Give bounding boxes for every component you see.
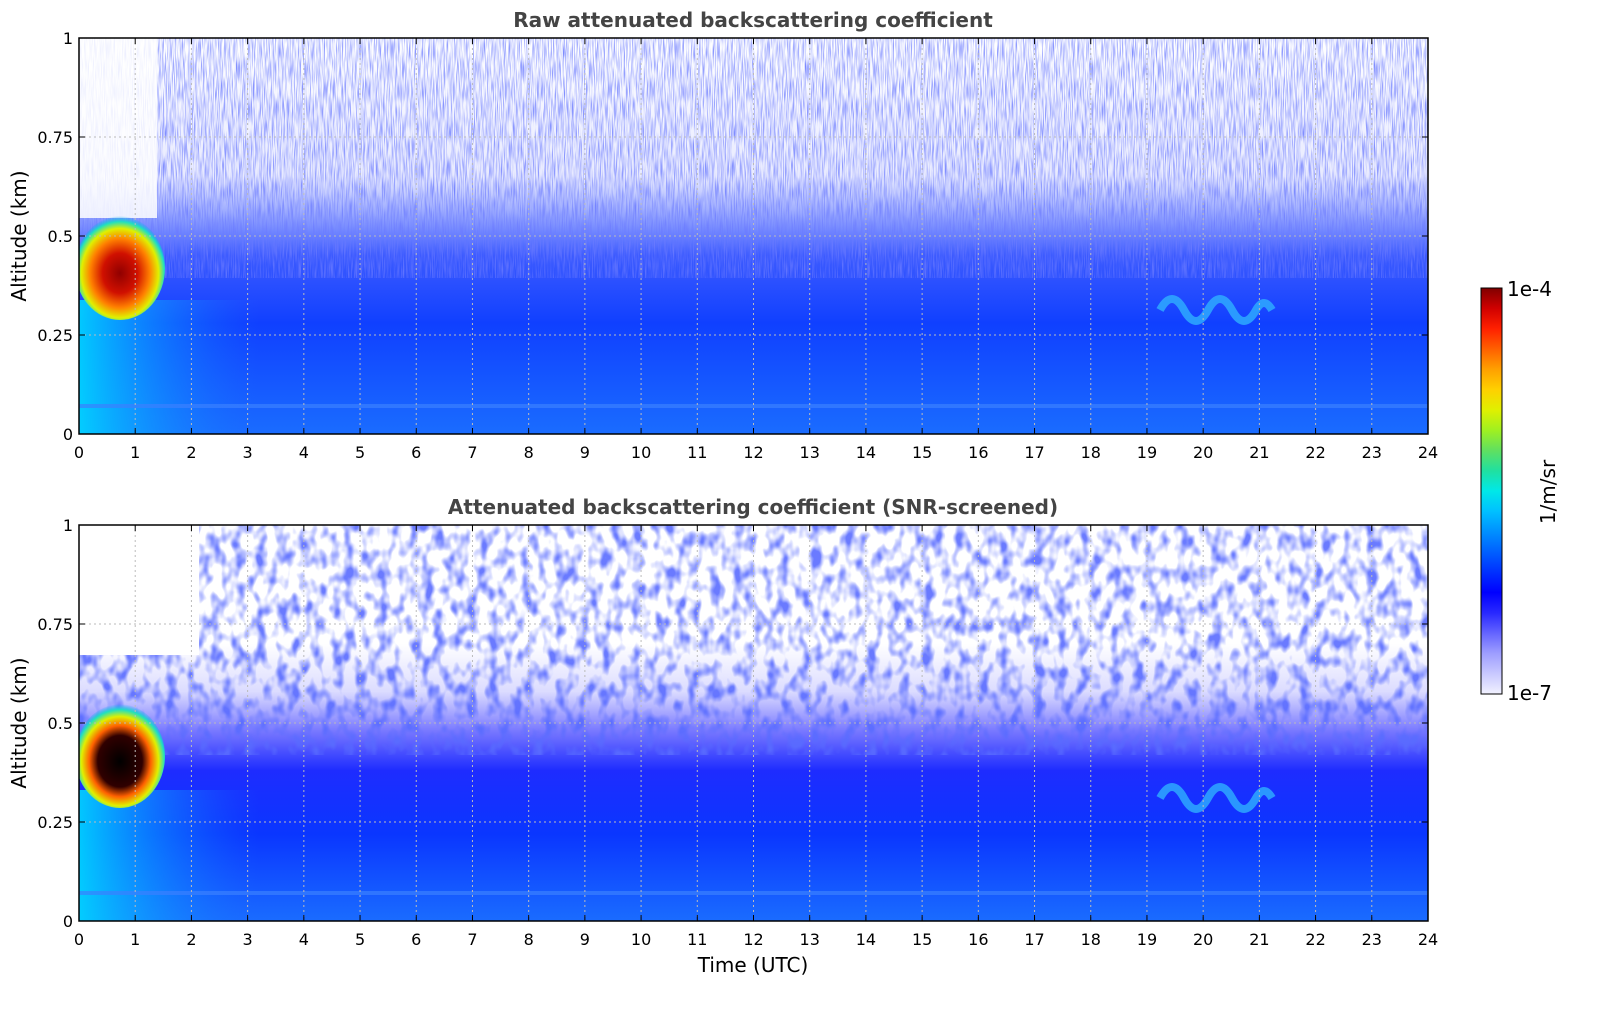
panel1-y-ticks: 0 0.25 0.5 0.75 1: [37, 29, 1428, 444]
panel1-x-tick-label: 21: [1249, 443, 1269, 462]
panel2-y-tick-label: 0.5: [48, 714, 73, 733]
panel2-x-tick-label: 5: [355, 930, 365, 949]
panel2-x-tick-label: 13: [800, 930, 820, 949]
panel1-x-tick-label: 22: [1305, 443, 1325, 462]
panel2-x-ticks: 0 1 2 3 4 5 6 7 8 9 10 11 12 13 14 15 16 17 18 19 20 21 22 23 24: [74, 525, 1438, 949]
panel2-x-tick-label: 10: [631, 930, 651, 949]
panel1-x-tick-label: 14: [856, 443, 876, 462]
panel1-x-tick-label: 9: [580, 443, 590, 462]
panel2-y-ticks: 0 0.25 0.5 0.75 1: [37, 516, 1428, 931]
panel1-x-tick-label: 16: [968, 443, 988, 462]
panel1-x-tick-label: 23: [1362, 443, 1382, 462]
panel1-x-tick-label: 6: [411, 443, 421, 462]
panel2-x-tick-label: 6: [411, 930, 421, 949]
panel1-y-tick-label: 0.5: [48, 227, 73, 246]
colorbar-max-label: 1e-4: [1507, 277, 1552, 301]
panel1-x-tick-label: 7: [467, 443, 477, 462]
colorbar: 1e-4 1e-7 1/m/sr: [1480, 277, 1560, 705]
panel2-x-tick-label: 24: [1418, 930, 1438, 949]
panel1-x-tick-label: 1: [130, 443, 140, 462]
panel1-x-tick-label: 19: [1137, 443, 1157, 462]
panel2-x-tick-label: 12: [743, 930, 763, 949]
panel2-x-tick-label: 9: [580, 930, 590, 949]
panel2-x-tick-label: 23: [1362, 930, 1382, 949]
panel2-x-tick-label: 16: [968, 930, 988, 949]
panel2-title: Attenuated backscattering coefficient (S…: [448, 495, 1058, 519]
panel1-x-tick-label: 15: [912, 443, 932, 462]
colorbar-scale: [1480, 287, 1503, 695]
panel1-x-tick-label: 13: [800, 443, 820, 462]
panel2-y-tick-label: 0.25: [37, 813, 73, 832]
panel1-wave-feature: [1156, 295, 1276, 325]
panel2-x-tick-label: 3: [243, 930, 253, 949]
panel2-y-tick-label: 0: [63, 912, 73, 931]
panel1-x-tick-label: 24: [1418, 443, 1438, 462]
panel2-x-tick-label: 1: [130, 930, 140, 949]
panel1-x-tick-label: 20: [1193, 443, 1213, 462]
panel2-y-tick-label: 1: [63, 516, 73, 535]
panel2-x-tick-label: 20: [1193, 930, 1213, 949]
panel2-x-tick-label: 15: [912, 930, 932, 949]
panel1-x-tick-label: 17: [1024, 443, 1044, 462]
panel2-x-tick-label: 4: [299, 930, 309, 949]
panel1-title: Raw attenuated backscattering coefficien…: [513, 8, 993, 32]
screened-backscatter-panel: Attenuated backscattering coefficient (S…: [7, 495, 1438, 977]
panel2-hot-spot: [79, 704, 165, 808]
panel1-x-tick-label: 18: [1081, 443, 1101, 462]
panel1-clear-region: [79, 38, 157, 218]
panel2-x-tick-label: 0: [74, 930, 84, 949]
panel2-y-tick-label: 0.75: [37, 615, 73, 634]
panel1-x-tick-label: 0: [74, 443, 84, 462]
panel1-y-tick-label: 1: [63, 29, 73, 48]
panel2-x-tick-label: 19: [1137, 930, 1157, 949]
panel1-low-cyan: [79, 300, 259, 434]
panel2-x-tick-label: 8: [524, 930, 534, 949]
panel1-x-ticks: 0 1 2 3 4 5 6 7 8 9 10 11 12 13 14 15 16 17 18 19 20 21 22 23 24: [74, 38, 1438, 462]
panel1-y-tick-label: 0: [63, 425, 73, 444]
panel2-x-tick-label: 7: [467, 930, 477, 949]
panel2-x-tick-label: 17: [1024, 930, 1044, 949]
panel2-wave-feature: [1156, 783, 1276, 813]
panel2-x-tick-label: 18: [1081, 930, 1101, 949]
panel2-x-tick-label: 22: [1305, 930, 1325, 949]
panel1-x-tick-label: 2: [186, 443, 196, 462]
panel1-band: [79, 404, 1428, 408]
panel1-y-tick-label: 0.25: [37, 326, 73, 345]
panel2-x-tick-label: 21: [1249, 930, 1269, 949]
panel2-grid: [79, 525, 1428, 921]
x-axis-label: Time (UTC): [697, 953, 809, 977]
panel2-x-tick-label: 11: [687, 930, 707, 949]
panel2-x-tick-label: 14: [856, 930, 876, 949]
panel1-grid: [79, 38, 1428, 434]
panel1-hot-spot: [79, 216, 165, 320]
panel1-x-tick-label: 10: [631, 443, 651, 462]
panel1-y-tick-label: 0.75: [37, 128, 73, 147]
panel1-x-tick-label: 4: [299, 443, 309, 462]
panel2-clear-region: [79, 525, 199, 655]
colorbar-min-label: 1e-7: [1507, 681, 1552, 705]
panel1-x-tick-label: 11: [687, 443, 707, 462]
panel2-low-cyan: [79, 790, 259, 921]
panel1-y-label: Altitude (km): [7, 170, 31, 301]
panel1-x-tick-label: 5: [355, 443, 365, 462]
raw-backscatter-panel: Raw attenuated backscattering coefficien…: [7, 8, 1438, 462]
panel1-x-tick-label: 8: [524, 443, 534, 462]
panel1-x-tick-label: 3: [243, 443, 253, 462]
panel2-y-label: Altitude (km): [7, 657, 31, 788]
panel2-x-tick-label: 2: [186, 930, 196, 949]
panel1-x-tick-label: 12: [743, 443, 763, 462]
panel2-band: [79, 891, 1428, 895]
colorbar-unit-label: 1/m/sr: [1536, 459, 1560, 524]
